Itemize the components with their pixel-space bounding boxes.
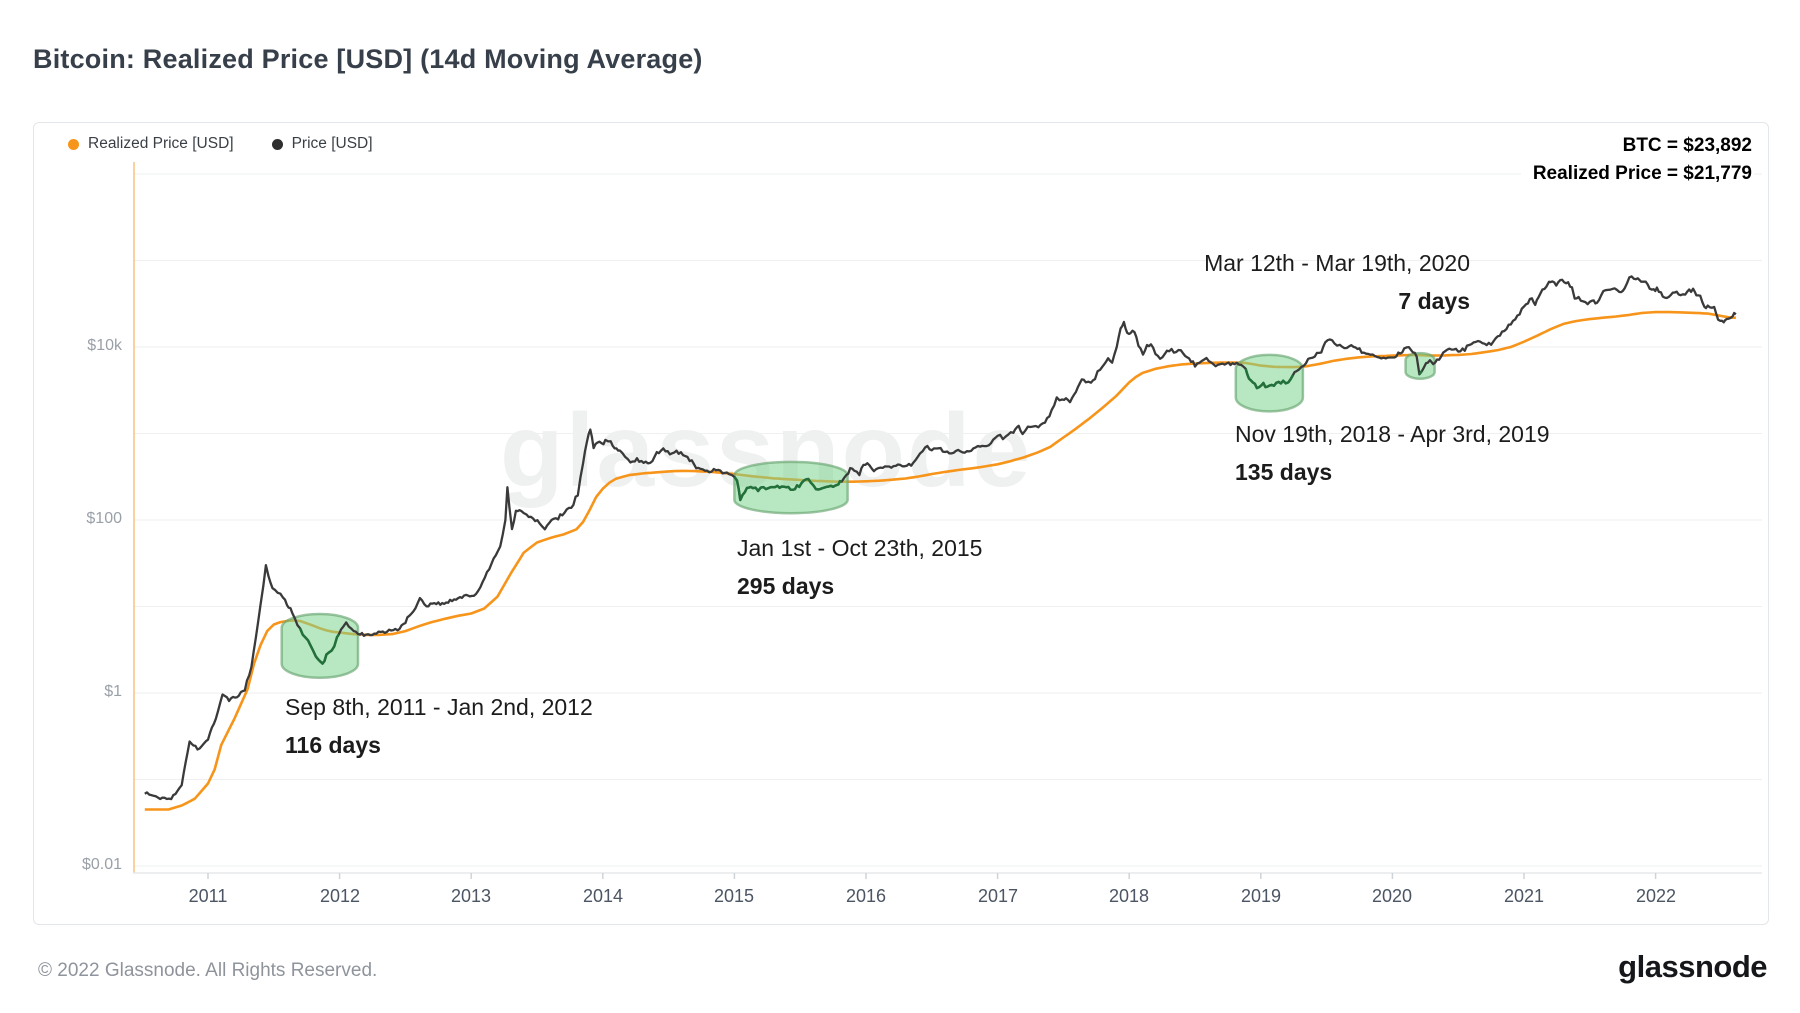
x-axis-tick-label: 2022 [1635, 886, 1677, 906]
realized-price-readout: Realized Price = $21,779 [1520, 161, 1754, 187]
x-axis-tick-label: 2011 [188, 886, 228, 906]
btc-price-readout: BTC = $23,892 [1610, 133, 1754, 159]
realized-price-dot-icon [68, 138, 79, 150]
copyright-text: © 2022 Glassnode. All Rights Reserved. [38, 960, 378, 981]
glassnode-watermark: glassnode [500, 393, 1033, 509]
zone-annotation: Nov 19th, 2018 - Apr 3rd, 2019 135 days [1235, 419, 1550, 487]
x-axis-tick-label: 2013 [450, 886, 492, 906]
chart-panel [33, 122, 1769, 925]
legend-label: Price [USD] [291, 135, 373, 152]
zone-annotation: Jan 1st - Oct 23th, 2015 295 days [737, 533, 982, 601]
x-axis-tick-label: 2016 [845, 886, 887, 906]
zone-duration: 7 days [1398, 288, 1470, 314]
x-axis-tick-label: 2017 [977, 886, 1019, 906]
x-axis-tick-label: 2021 [1503, 886, 1545, 906]
price-dot-icon [271, 138, 283, 150]
y-axis-tick-label: $0.01 [81, 856, 122, 873]
chart-legend: Realized Price [USD] Price [USD] [68, 135, 373, 153]
legend-label: Realized Price [USD] [88, 135, 234, 152]
zone-dates: Nov 19th, 2018 - Apr 3rd, 2019 [1235, 421, 1550, 447]
legend-item-price[interactable]: Price [USD] [271, 135, 373, 153]
page-title: Bitcoin: Realized Price [USD] (14d Movin… [33, 44, 703, 74]
zone-dates: Jan 1st - Oct 23th, 2015 [737, 535, 983, 561]
x-axis-tick-label: 2014 [582, 886, 624, 906]
zone-dates: Sep 8th, 2011 - Jan 2nd, 2012 [285, 694, 593, 720]
y-axis-tick-label: $100 [86, 510, 122, 527]
zone-duration: 295 days [737, 573, 835, 599]
legend-item-realized-price[interactable]: Realized Price [USD] [68, 135, 234, 153]
x-axis-tick-label: 2018 [1108, 886, 1150, 906]
x-axis-tick-label: 2015 [713, 886, 755, 906]
zone-duration: 135 days [1235, 459, 1333, 485]
glassnode-logo: glassnode [1618, 949, 1767, 984]
zone-duration: 116 days [285, 732, 381, 758]
zone-dates: Mar 12th - Mar 19th, 2020 [1204, 250, 1470, 276]
y-axis-tick-label: $1 [104, 683, 122, 700]
y-axis-tick-label: $10k [87, 337, 122, 354]
x-axis-tick-label: 2020 [1371, 886, 1413, 906]
zone-annotation: Sep 8th, 2011 - Jan 2nd, 2012 116 days [285, 692, 593, 760]
x-axis-tick-label: 2019 [1240, 886, 1282, 906]
zone-annotation: Mar 12th - Mar 19th, 2020 7 days [1204, 248, 1470, 316]
x-axis-tick-label: 2012 [319, 886, 361, 906]
